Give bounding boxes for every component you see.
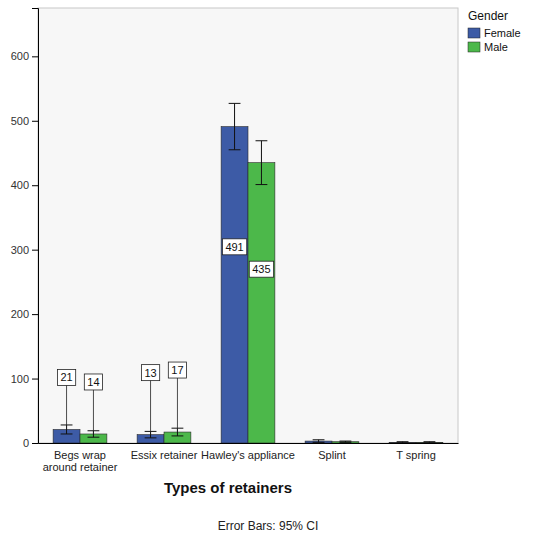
error-bar-stem bbox=[234, 103, 235, 149]
y-tick: 300 bbox=[11, 244, 38, 256]
x-tick-label: Hawley's appliance bbox=[201, 449, 295, 461]
x-tick-label: Begs wraparound retainer bbox=[43, 449, 118, 474]
y-tick-mark bbox=[32, 185, 38, 186]
x-tick-label: Essix retainer bbox=[131, 449, 198, 461]
bar bbox=[221, 127, 248, 443]
error-bar-cap bbox=[172, 435, 184, 436]
data-label-leader bbox=[150, 381, 151, 435]
y-tick-mark bbox=[32, 443, 38, 444]
x-tick-label-line: around retainer bbox=[43, 461, 118, 473]
plot-frame bbox=[38, 8, 458, 443]
x-tick: Splint bbox=[318, 443, 346, 461]
bar bbox=[416, 442, 443, 443]
x-tick-label-line: Begs wrap bbox=[54, 449, 106, 461]
data-label-box bbox=[168, 362, 186, 378]
y-tick-mark bbox=[32, 56, 38, 57]
y-tick-label: 300 bbox=[11, 244, 29, 256]
y-tick: 600 bbox=[11, 50, 38, 62]
data-label: 17 bbox=[171, 364, 183, 376]
error-bar-cap bbox=[61, 433, 73, 434]
data-label-box bbox=[84, 374, 102, 390]
legend-label: Male bbox=[484, 41, 508, 53]
y-tick-label: 100 bbox=[11, 373, 29, 385]
data-label: 435 bbox=[252, 263, 270, 275]
error-bar-cap bbox=[313, 442, 325, 443]
error-bar bbox=[229, 103, 241, 149]
y-axis-line bbox=[32, 9, 39, 444]
x-axis: Begs wraparound retainer Essix retainerHa… bbox=[39, 443, 459, 473]
error-bar-cap bbox=[397, 443, 409, 444]
x-axis-title: Types of retainers bbox=[164, 479, 292, 496]
error-bar-cap bbox=[229, 149, 241, 150]
error-bar bbox=[313, 440, 325, 443]
y-tick-mark bbox=[32, 121, 38, 122]
error-bar bbox=[340, 441, 352, 442]
y-tick: 0 bbox=[23, 437, 38, 449]
data-label-box bbox=[222, 239, 246, 255]
data-label: 491 bbox=[225, 241, 243, 253]
bar bbox=[248, 163, 275, 443]
y-tick-mark bbox=[32, 250, 38, 251]
data-label-leader bbox=[177, 378, 178, 432]
y-axis: 0 100 200 300 400 500 600 bbox=[11, 9, 39, 450]
y-tick-label: 200 bbox=[11, 308, 29, 320]
error-bar bbox=[256, 141, 268, 185]
x-tick: T spring bbox=[396, 443, 436, 461]
bar bbox=[332, 442, 359, 443]
plot-area: 0 100 200 300 400 500 600 Begs wraparound retai… bbox=[11, 8, 459, 473]
legend-label: Female bbox=[484, 27, 521, 39]
y-tick-label: 400 bbox=[11, 179, 29, 191]
legend-swatch bbox=[468, 28, 480, 38]
x-tick: Hawley's appliance bbox=[201, 443, 295, 461]
error-bar-cap bbox=[424, 443, 436, 444]
x-tick: Begs wraparound retainer bbox=[43, 443, 118, 473]
x-axis-line bbox=[39, 443, 459, 444]
error-bar bbox=[397, 442, 409, 443]
error-bar-stem bbox=[261, 141, 262, 185]
legend-swatch bbox=[468, 42, 480, 52]
data-label: 21 bbox=[60, 371, 72, 383]
bars bbox=[53, 103, 443, 443]
series-1 bbox=[80, 141, 443, 443]
error-bar-cap bbox=[256, 140, 268, 141]
y-tick-mark bbox=[32, 314, 38, 315]
data-label-leader bbox=[66, 385, 67, 429]
error-bar-cap bbox=[229, 103, 241, 104]
chart-svg: 0 100 200 300 400 500 600 Begs wraparound retai… bbox=[0, 0, 538, 545]
data-label: 13 bbox=[144, 367, 156, 379]
error-bar bbox=[424, 442, 436, 443]
data-label-box bbox=[141, 365, 159, 381]
y-tick-label: 0 bbox=[23, 437, 29, 449]
x-tick-label: T spring bbox=[396, 449, 436, 461]
error-bar-cap bbox=[313, 439, 325, 440]
error-bar-cap bbox=[256, 184, 268, 185]
annotation: Error Bars: 95% CI bbox=[218, 519, 319, 533]
y-tick-label: 600 bbox=[11, 50, 29, 62]
data-label-box bbox=[249, 261, 273, 277]
x-tick-label: Splint bbox=[318, 449, 346, 461]
y-tick: 400 bbox=[11, 179, 38, 191]
y-tick-mark bbox=[32, 379, 38, 380]
legend: Gender Female Male bbox=[468, 9, 521, 53]
error-bar-cap bbox=[340, 441, 352, 442]
bar bbox=[389, 442, 416, 443]
data-labels: 21 13 491 14 17 435 bbox=[57, 239, 273, 435]
error-bar-cap bbox=[145, 437, 157, 438]
error-bar-cap bbox=[397, 441, 409, 442]
data-label-box bbox=[57, 369, 75, 385]
y-tick: 200 bbox=[11, 308, 38, 320]
error-bar-cap bbox=[340, 442, 352, 443]
y-tick-label: 500 bbox=[11, 115, 29, 127]
error-bar-cap bbox=[88, 437, 100, 438]
y-tick: 500 bbox=[11, 115, 38, 127]
x-tick: Essix retainer bbox=[131, 443, 198, 461]
y-tick: 100 bbox=[11, 373, 38, 385]
data-label: 14 bbox=[87, 376, 99, 388]
series-0 bbox=[53, 103, 416, 443]
legend-title: Gender bbox=[468, 9, 508, 23]
data-label-leader bbox=[93, 390, 94, 434]
error-bar-cap bbox=[424, 441, 436, 442]
